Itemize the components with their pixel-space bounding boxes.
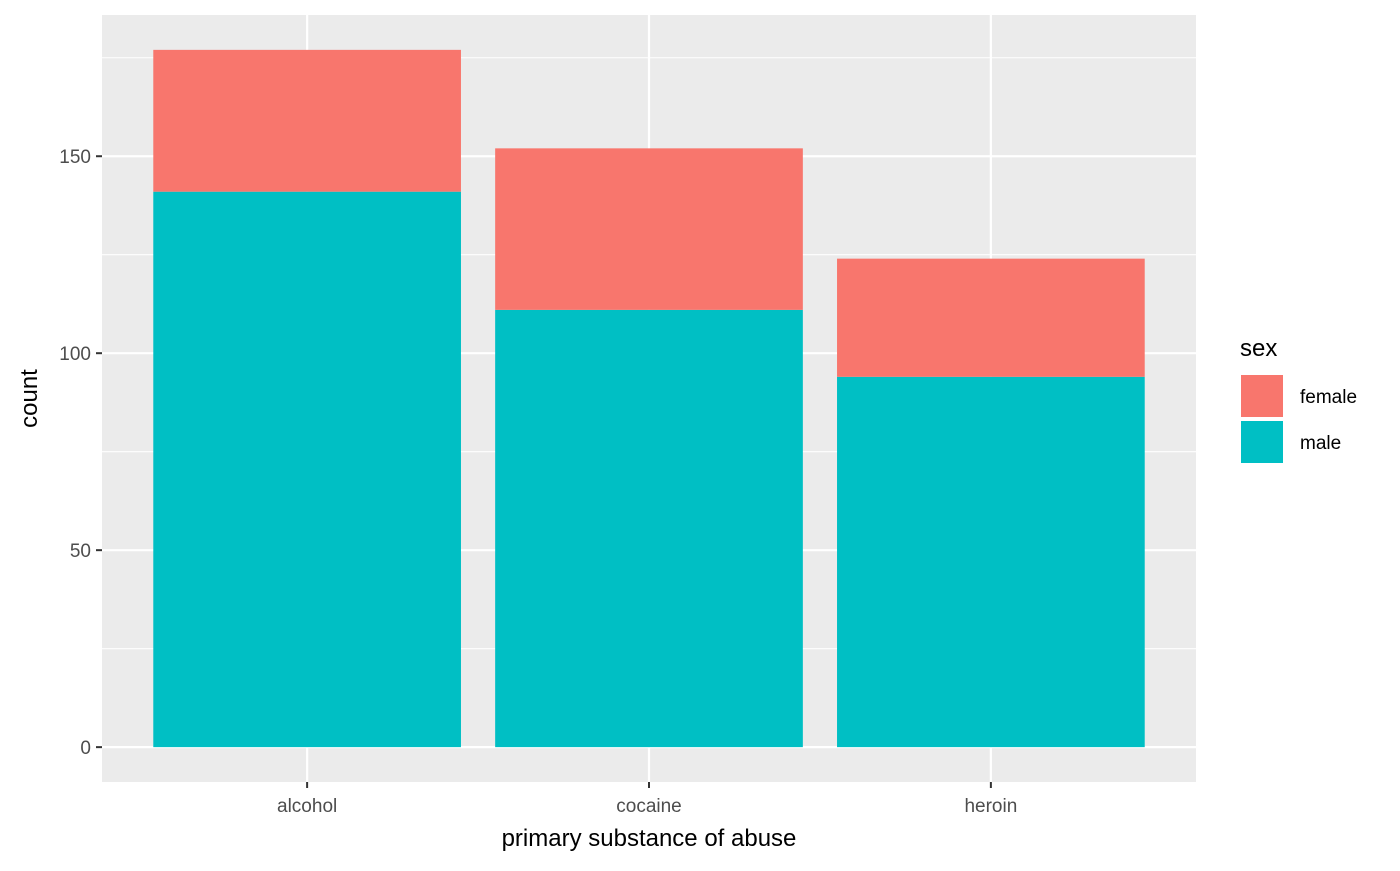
- y-tick-label: 150: [59, 147, 91, 168]
- legend-items: female male: [1239, 373, 1357, 465]
- bar-female-alcohol: [153, 49, 461, 192]
- legend-title: sex: [1240, 335, 1277, 362]
- y-tick-label: 50: [70, 541, 91, 562]
- x-axis-title: primary substance of abuse: [502, 825, 797, 852]
- bar-male-alcohol: [153, 191, 461, 748]
- bar-female-cocaine: [495, 148, 803, 310]
- bar-female-heroin: [837, 258, 1145, 377]
- y-axis-title: count: [16, 369, 43, 428]
- legend-label-female: female: [1300, 387, 1357, 408]
- y-tick-label: 100: [59, 344, 91, 365]
- bar-male-heroin: [837, 376, 1145, 748]
- bar-male-cocaine: [495, 309, 803, 748]
- legend-key-female: [1239, 373, 1285, 419]
- x-tick-label: alcohol: [277, 796, 337, 817]
- x-tick-label: cocaine: [616, 796, 682, 817]
- y-axis: 0 50 100 150: [59, 147, 102, 759]
- y-tick-label: 0: [80, 738, 91, 759]
- legend: sex female male: [1239, 335, 1357, 465]
- x-tick-label: heroin: [964, 796, 1017, 817]
- legend-label-male: male: [1300, 433, 1341, 454]
- bars: [153, 49, 1145, 748]
- x-axis: alcohol cocaine heroin: [277, 782, 1017, 817]
- legend-key-male: [1239, 419, 1285, 465]
